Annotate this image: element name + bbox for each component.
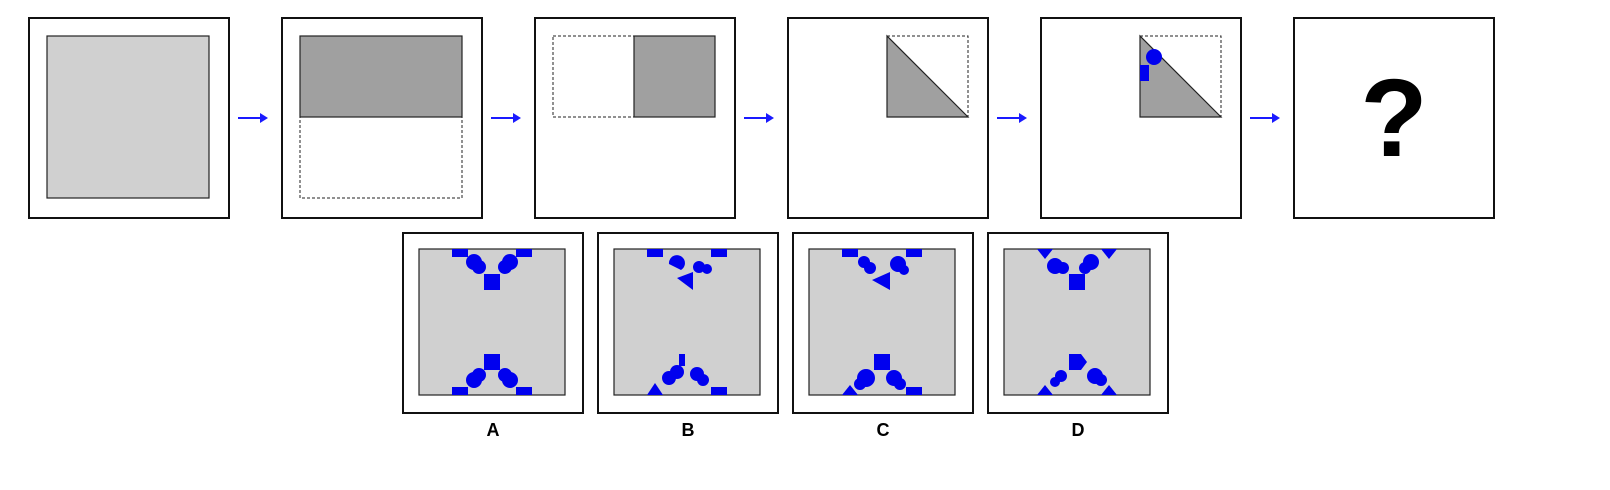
step-4-fold-diagonal xyxy=(787,17,989,219)
arrow-icon xyxy=(238,113,268,123)
option-d-graphic xyxy=(1003,248,1151,396)
step-6-question: ? xyxy=(1293,17,1495,219)
arrow-icon xyxy=(491,113,521,123)
option-a[interactable] xyxy=(402,232,584,414)
step-2-graphic xyxy=(299,35,463,199)
option-c-holes xyxy=(842,249,922,395)
step-1-full-paper xyxy=(28,17,230,219)
punched-rect-hole xyxy=(1140,65,1149,81)
option-b-label: B xyxy=(681,420,695,440)
step-3-graphic xyxy=(552,35,716,118)
option-a-graphic xyxy=(418,248,566,396)
arrow-icon xyxy=(1250,113,1280,123)
arrow-icon xyxy=(997,113,1027,123)
step-5-punch-holes xyxy=(1040,17,1242,219)
step-4-graphic xyxy=(886,34,970,118)
option-b-graphic xyxy=(613,248,761,396)
option-b[interactable] xyxy=(597,232,779,414)
question-mark: ? xyxy=(1360,56,1428,180)
option-d-label: D xyxy=(1071,420,1085,440)
step-2-fold-bottom-up xyxy=(281,17,483,219)
option-c-graphic xyxy=(808,248,956,396)
step-5-graphic xyxy=(1139,34,1223,118)
option-d[interactable] xyxy=(987,232,1169,414)
option-a-label: A xyxy=(486,420,500,440)
option-d-holes xyxy=(1037,249,1117,395)
option-c[interactable] xyxy=(792,232,974,414)
option-a-holes xyxy=(452,249,532,395)
step-1-graphic xyxy=(46,35,210,199)
option-b-holes xyxy=(647,249,727,395)
arrow-icon xyxy=(744,113,774,123)
punched-circle-hole xyxy=(1146,49,1162,65)
step-3-fold-left-right xyxy=(534,17,736,219)
option-c-label: C xyxy=(876,420,890,440)
